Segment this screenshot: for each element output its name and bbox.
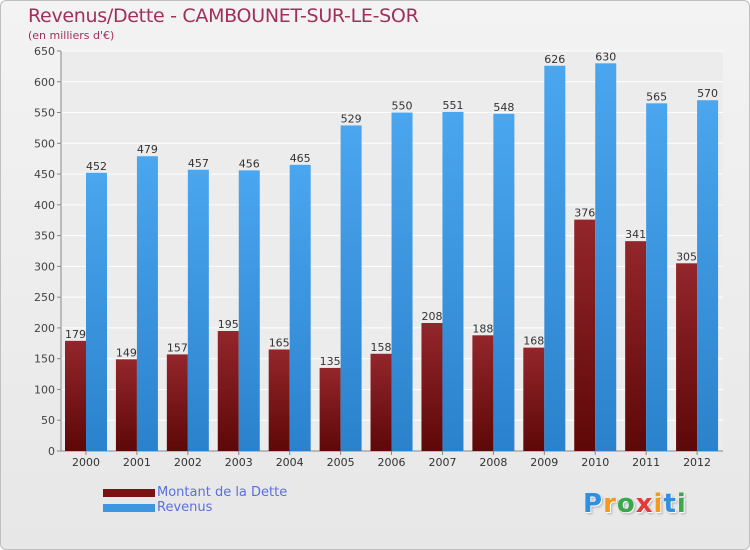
x-tick-label: 2002: [174, 456, 202, 469]
y-tick-label: 250: [34, 291, 55, 304]
y-tick-label: 350: [34, 230, 55, 243]
logo-letter: i: [676, 489, 687, 519]
bar-dette: [65, 340, 86, 451]
bar-dette: [421, 323, 443, 451]
x-tick-label: 2012: [683, 456, 711, 469]
legend-item-revenus: Revenus: [103, 500, 287, 515]
logo-letter: t: [663, 489, 677, 519]
bar-dette: [472, 335, 494, 451]
data-label-revenus: 550: [392, 100, 413, 113]
data-label-revenus: 548: [493, 101, 514, 114]
y-tick-label: 650: [34, 45, 55, 58]
bar-revenus: [493, 113, 515, 452]
chart-title: Revenus/Dette - CAMBOUNET-SUR-LE-SOR: [28, 5, 419, 27]
data-label-dette: 158: [371, 341, 392, 354]
data-label-dette: 135: [320, 355, 341, 368]
data-label-revenus: 457: [188, 157, 209, 170]
bar-dette: [115, 359, 137, 451]
bar-dette: [370, 353, 392, 451]
data-label-revenus: 529: [341, 112, 362, 125]
logo-letter: P: [583, 489, 604, 519]
x-tick-label: 2001: [123, 456, 151, 469]
y-tick-label: 300: [34, 260, 55, 273]
y-tick-label: 50: [41, 414, 55, 427]
data-label-revenus: 456: [239, 157, 260, 170]
bar-dette: [625, 241, 647, 451]
y-tick-label: 0: [48, 445, 55, 458]
data-label-dette: 168: [523, 335, 544, 348]
bar-revenus: [595, 63, 617, 452]
y-tick-label: 100: [34, 383, 55, 396]
bar-revenus: [544, 65, 566, 452]
legend-swatch-revenus: [103, 503, 155, 512]
x-tick-label: 2003: [225, 456, 253, 469]
y-tick-label: 550: [34, 107, 55, 120]
bar-revenus: [187, 169, 209, 451]
data-label-dette: 165: [269, 336, 290, 349]
data-label-revenus: 565: [646, 90, 667, 103]
proxiti-logo: Proxiti: [583, 489, 687, 519]
data-label-revenus: 452: [86, 160, 107, 173]
x-tick-label: 2007: [428, 456, 456, 469]
data-label-revenus: 479: [137, 143, 158, 156]
y-tick-label: 400: [34, 199, 55, 212]
data-label-dette: 188: [472, 322, 493, 335]
bar-revenus: [136, 156, 158, 451]
bar-revenus: [86, 172, 107, 451]
logo-letter: o: [616, 489, 636, 519]
x-tick-label: 2000: [72, 456, 100, 469]
logo-letter: i: [653, 489, 664, 519]
data-label-revenus: 551: [442, 99, 463, 112]
data-label-dette: 341: [625, 228, 646, 241]
bar-revenus: [340, 125, 362, 451]
x-tick-label: 2010: [581, 456, 609, 469]
y-tick-label: 450: [34, 168, 55, 181]
bar-revenus: [238, 170, 260, 451]
y-tick-label: 600: [34, 76, 55, 89]
data-label-dette: 195: [218, 318, 239, 331]
data-label-dette: 157: [167, 341, 188, 354]
bar-revenus: [646, 103, 668, 452]
x-tick-label: 2005: [327, 456, 355, 469]
x-tick-label: 2004: [276, 456, 304, 469]
data-label-revenus: 630: [595, 50, 616, 63]
logo-letter: x: [635, 489, 654, 519]
x-tick-label: 2008: [479, 456, 507, 469]
data-label-dette: 208: [421, 310, 442, 323]
legend-item-dette: Montant de la Dette: [103, 485, 287, 500]
bar-dette: [319, 367, 341, 451]
y-tick-label: 500: [34, 137, 55, 150]
legend-label-dette: Montant de la Dette: [157, 485, 288, 500]
bar-revenus: [697, 100, 719, 451]
x-tick-label: 2011: [632, 456, 660, 469]
x-tick-label: 2006: [378, 456, 406, 469]
legend-label-revenus: Revenus: [157, 500, 213, 515]
data-label-revenus: 626: [544, 53, 565, 66]
data-label-revenus: 570: [697, 87, 718, 100]
bar-dette: [217, 331, 239, 451]
data-label-dette: 376: [574, 207, 595, 220]
legend: Montant de la Dette Revenus: [103, 485, 287, 515]
data-label-dette: 179: [65, 328, 86, 341]
data-label-dette: 305: [676, 250, 697, 263]
legend-swatch-dette: [103, 488, 155, 497]
data-label-dette: 149: [116, 346, 137, 359]
bar-dette: [166, 354, 188, 451]
y-tick-label: 200: [34, 322, 55, 335]
y-tick-label: 150: [34, 353, 55, 366]
bar-revenus: [289, 164, 311, 451]
logo-letter: r: [603, 489, 617, 519]
bar-dette: [268, 349, 290, 451]
bar-dette: [676, 263, 698, 451]
bar-dette: [574, 219, 596, 451]
x-tick-label: 2009: [530, 456, 558, 469]
bar-revenus: [442, 111, 464, 451]
bar-dette: [523, 347, 545, 451]
chart-subtitle: (en milliers d'€): [28, 29, 115, 42]
bar-revenus: [391, 112, 413, 452]
data-label-revenus: 465: [290, 152, 311, 165]
